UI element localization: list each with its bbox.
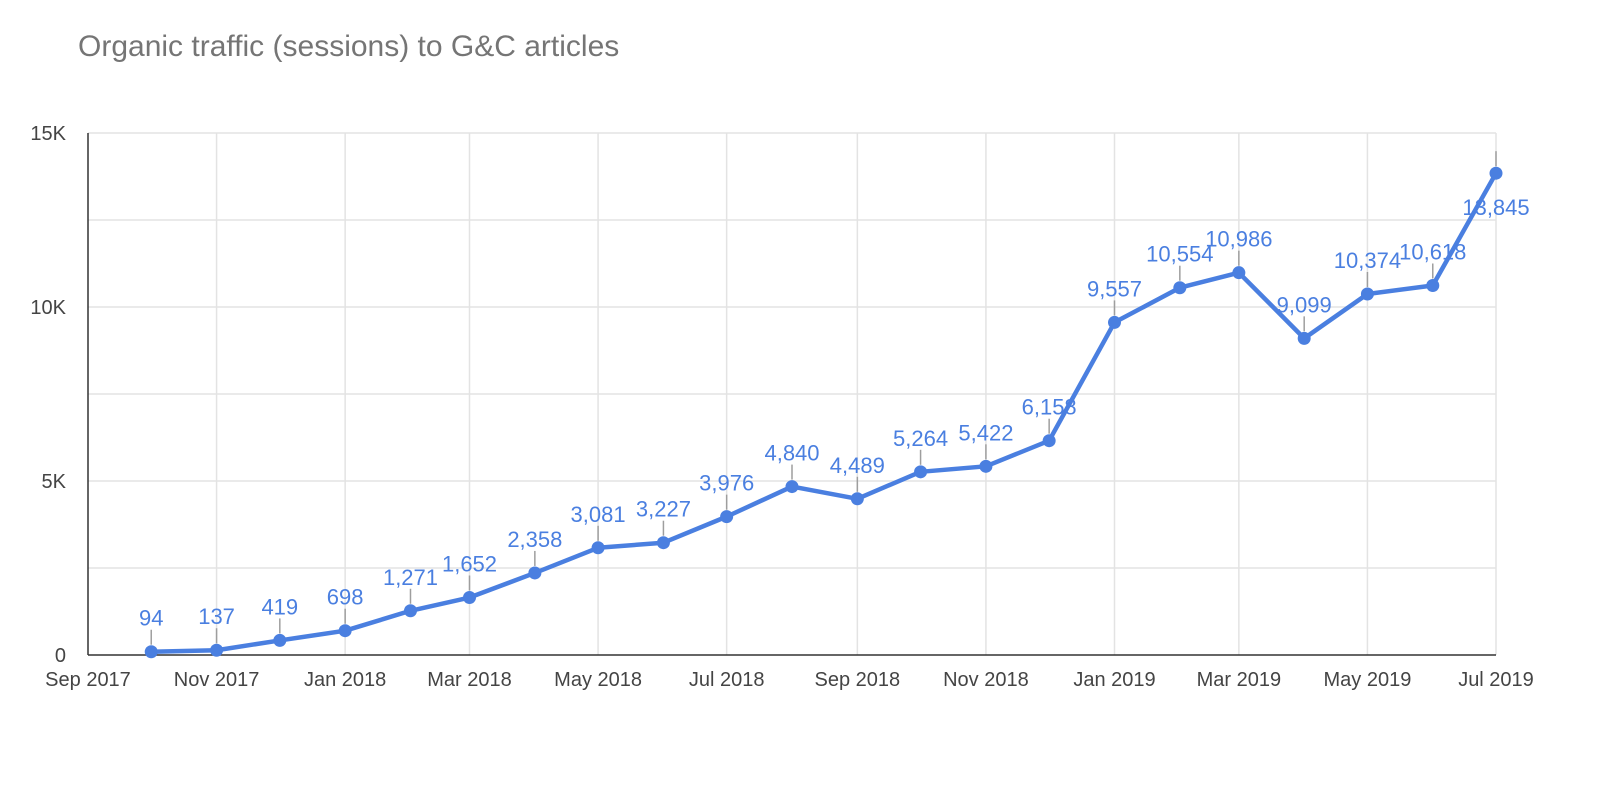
x-tick-label: Mar 2018 [427, 669, 512, 691]
data-label: 3,976 [699, 471, 754, 496]
data-point [1173, 281, 1187, 295]
x-tick-label: Nov 2018 [943, 669, 1029, 691]
data-label: 10,554 [1146, 242, 1213, 267]
data-label: 13,845 [1462, 195, 1529, 220]
x-tick-label: Jul 2018 [689, 669, 765, 691]
x-tick-label: Jan 2019 [1073, 669, 1155, 691]
data-point [979, 459, 993, 473]
x-tick-label: Jul 2019 [1458, 669, 1534, 691]
data-label: 5,422 [958, 420, 1013, 445]
axes [87, 133, 1496, 656]
data-label: 1,652 [442, 552, 497, 577]
data-point [273, 633, 287, 647]
data-point [528, 566, 542, 580]
series [144, 166, 1503, 659]
data-label: 9,099 [1277, 292, 1332, 317]
data-label: 4,840 [764, 441, 819, 466]
data-label: 3,227 [636, 497, 691, 522]
x-tick-label: Sep 2017 [45, 669, 131, 691]
data-point [1107, 315, 1121, 329]
data-point [1489, 166, 1503, 180]
gridlines [88, 132, 1497, 655]
data-point [1360, 287, 1374, 301]
data-label: 2,358 [507, 527, 562, 552]
data-label: 3,081 [571, 502, 626, 527]
data-point [403, 604, 417, 618]
data-point [1426, 278, 1440, 292]
data-label: 419 [261, 594, 298, 619]
x-tick-label: Nov 2017 [174, 669, 260, 691]
data-label: 10,374 [1334, 248, 1401, 273]
y-tick-label: 10K [30, 297, 66, 319]
data-label: 10,618 [1399, 239, 1466, 264]
data-point [144, 645, 158, 659]
data-label: 698 [327, 585, 364, 610]
data-label: 94 [139, 606, 163, 631]
y-tick-label: 5K [42, 471, 67, 493]
data-point [338, 624, 352, 638]
data-label: 9,557 [1087, 276, 1142, 301]
data-point [914, 465, 928, 479]
data-point [1297, 331, 1311, 345]
data-point [656, 536, 670, 550]
data-label: 10,986 [1205, 227, 1272, 252]
data-point [463, 591, 477, 605]
x-tick-label: Jan 2018 [304, 669, 386, 691]
data-label: 1,271 [383, 565, 438, 590]
data-label: 4,489 [830, 453, 885, 478]
y-tick-label: 0 [55, 645, 66, 667]
data-point [591, 541, 605, 555]
series-line [148, 170, 1499, 654]
y-axis-tick-labels: 0 5K 10K 15K [30, 123, 66, 667]
data-point [720, 510, 734, 524]
chart-title: Organic traffic (sessions) to G&C articl… [78, 30, 620, 63]
data-point [785, 480, 799, 494]
x-tick-label: May 2019 [1324, 669, 1412, 691]
data-point [850, 492, 864, 506]
x-tick-label: Mar 2019 [1197, 669, 1282, 691]
x-axis-tick-labels: Sep 2017 Nov 2017 Jan 2018 Mar 2018 May 2018… [45, 669, 1534, 691]
data-point [210, 643, 224, 657]
x-tick-label: Sep 2018 [815, 669, 901, 691]
data-label: 5,264 [893, 426, 948, 451]
data-label: 137 [198, 604, 235, 629]
y-tick-label: 15K [30, 123, 66, 145]
x-tick-label: May 2018 [554, 669, 642, 691]
data-point [1232, 266, 1246, 280]
data-label: 6,158 [1022, 395, 1077, 420]
data-point [1042, 434, 1056, 448]
